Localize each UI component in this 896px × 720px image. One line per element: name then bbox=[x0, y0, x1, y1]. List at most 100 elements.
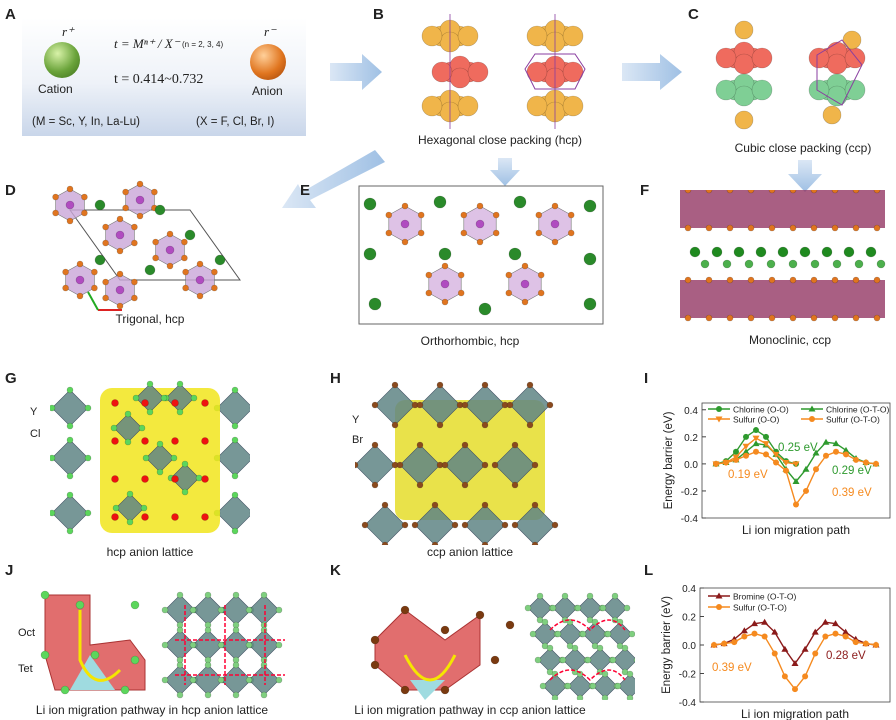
anion-list: (X = F, Cl, Br, I) bbox=[196, 116, 275, 128]
cl-atom bbox=[744, 259, 754, 269]
packing-sphere bbox=[431, 61, 453, 83]
anion-atom bbox=[511, 481, 519, 489]
octahedron bbox=[577, 595, 603, 621]
br-atom bbox=[370, 635, 380, 645]
metal-atom bbox=[195, 275, 205, 285]
anion-atom bbox=[161, 676, 169, 684]
y-tick-label: -0.4 bbox=[681, 514, 699, 525]
packing-sphere bbox=[457, 95, 479, 117]
anion-atom bbox=[217, 641, 225, 649]
panel-label-e: E bbox=[300, 182, 311, 199]
anion-atom bbox=[102, 223, 109, 231]
data-point bbox=[743, 433, 749, 440]
anion-atom bbox=[768, 314, 776, 322]
atom bbox=[734, 20, 754, 40]
cl-atom bbox=[711, 246, 723, 258]
anion-atom bbox=[196, 292, 204, 300]
metal-atom bbox=[115, 230, 125, 240]
anion-atom bbox=[492, 211, 500, 219]
data-point bbox=[715, 592, 723, 599]
n-values: (n = 2, 3, 4) bbox=[182, 40, 224, 49]
anion-atom bbox=[526, 381, 534, 389]
packing-sphere bbox=[826, 53, 848, 75]
metal-atom bbox=[135, 195, 145, 205]
data-point bbox=[843, 451, 849, 458]
anion-atom bbox=[231, 491, 239, 499]
anion-atom bbox=[441, 298, 449, 306]
anion-atom bbox=[275, 641, 283, 649]
anion-atom bbox=[537, 271, 545, 279]
br-atom bbox=[440, 625, 450, 635]
anion-atom bbox=[160, 394, 168, 402]
packing-sphere bbox=[733, 85, 755, 107]
packing-sphere bbox=[844, 79, 866, 101]
ccp-packing-illustration bbox=[715, 20, 866, 130]
y-axis-label: Energy barrier (eV) bbox=[661, 596, 673, 694]
anion-atom bbox=[260, 661, 268, 669]
anion-atom bbox=[705, 224, 713, 232]
chart-i: 0.4 0.2 0.0 -0.2 -0.4 Li ion migration path En… bbox=[663, 402, 891, 537]
anion-atom bbox=[633, 657, 635, 663]
li-site bbox=[201, 513, 209, 521]
octahedron bbox=[464, 504, 506, 545]
cl-atom bbox=[810, 259, 820, 269]
li-site bbox=[171, 475, 179, 483]
anion-atom bbox=[831, 314, 839, 322]
annotation-label: 0.39 eV bbox=[832, 487, 872, 499]
data-point bbox=[716, 604, 722, 610]
metal-atom bbox=[115, 285, 125, 295]
panel-label-a: A bbox=[5, 6, 16, 23]
y-tick-label: -0.2 bbox=[679, 670, 697, 681]
anion-atom bbox=[84, 454, 92, 462]
cation-sphere-icon bbox=[44, 42, 80, 78]
legend-label: Chlorine (O-O) bbox=[733, 405, 789, 415]
anion-atom bbox=[156, 468, 164, 476]
anion-atom bbox=[204, 591, 212, 599]
anion-atom bbox=[431, 541, 439, 545]
data-point bbox=[812, 449, 820, 456]
anion-atom bbox=[116, 247, 124, 255]
data-point bbox=[721, 640, 728, 647]
anion-atom bbox=[102, 294, 109, 302]
anion-atom bbox=[599, 604, 607, 612]
data-point bbox=[753, 448, 759, 455]
anion-atom bbox=[425, 289, 433, 297]
cl-atom bbox=[876, 259, 886, 269]
anion-atom bbox=[810, 190, 818, 194]
anion-atom bbox=[62, 284, 69, 292]
anion-atom bbox=[460, 229, 468, 237]
data-point bbox=[762, 441, 770, 448]
anion-atom bbox=[416, 481, 424, 489]
b-axis-arrow bbox=[87, 291, 99, 311]
orthorhombic-structure bbox=[358, 185, 604, 325]
panel-label-j: J bbox=[5, 562, 14, 579]
data-point bbox=[753, 427, 759, 434]
li-site bbox=[201, 437, 209, 445]
anion-atom bbox=[425, 271, 433, 279]
anion-atom bbox=[505, 271, 513, 279]
anion-atom bbox=[126, 490, 134, 498]
anion-atom bbox=[576, 694, 584, 700]
packing-sphere bbox=[562, 25, 584, 47]
data-point bbox=[716, 406, 722, 412]
atom bbox=[734, 110, 754, 130]
anion-atom bbox=[551, 202, 559, 210]
packing-sphere bbox=[808, 79, 830, 101]
cl-atom bbox=[438, 247, 452, 261]
anion-atom bbox=[551, 521, 559, 529]
anion-atom bbox=[166, 230, 174, 238]
anion-atom bbox=[176, 691, 184, 699]
y-tick-label: 0.0 bbox=[684, 460, 698, 471]
data-point bbox=[741, 633, 748, 640]
li-site bbox=[171, 437, 179, 445]
cl-atom bbox=[94, 254, 106, 266]
anion-atom bbox=[537, 289, 545, 297]
anion-atom bbox=[62, 268, 69, 276]
data-point bbox=[733, 448, 739, 455]
data-point bbox=[751, 630, 758, 637]
caption-g: hcp anion lattice bbox=[106, 545, 194, 559]
annotation-label: 0.29 eV bbox=[832, 465, 872, 477]
anion-atom bbox=[204, 661, 212, 669]
octahedron bbox=[537, 647, 563, 673]
panel-label-g: G bbox=[5, 370, 17, 387]
